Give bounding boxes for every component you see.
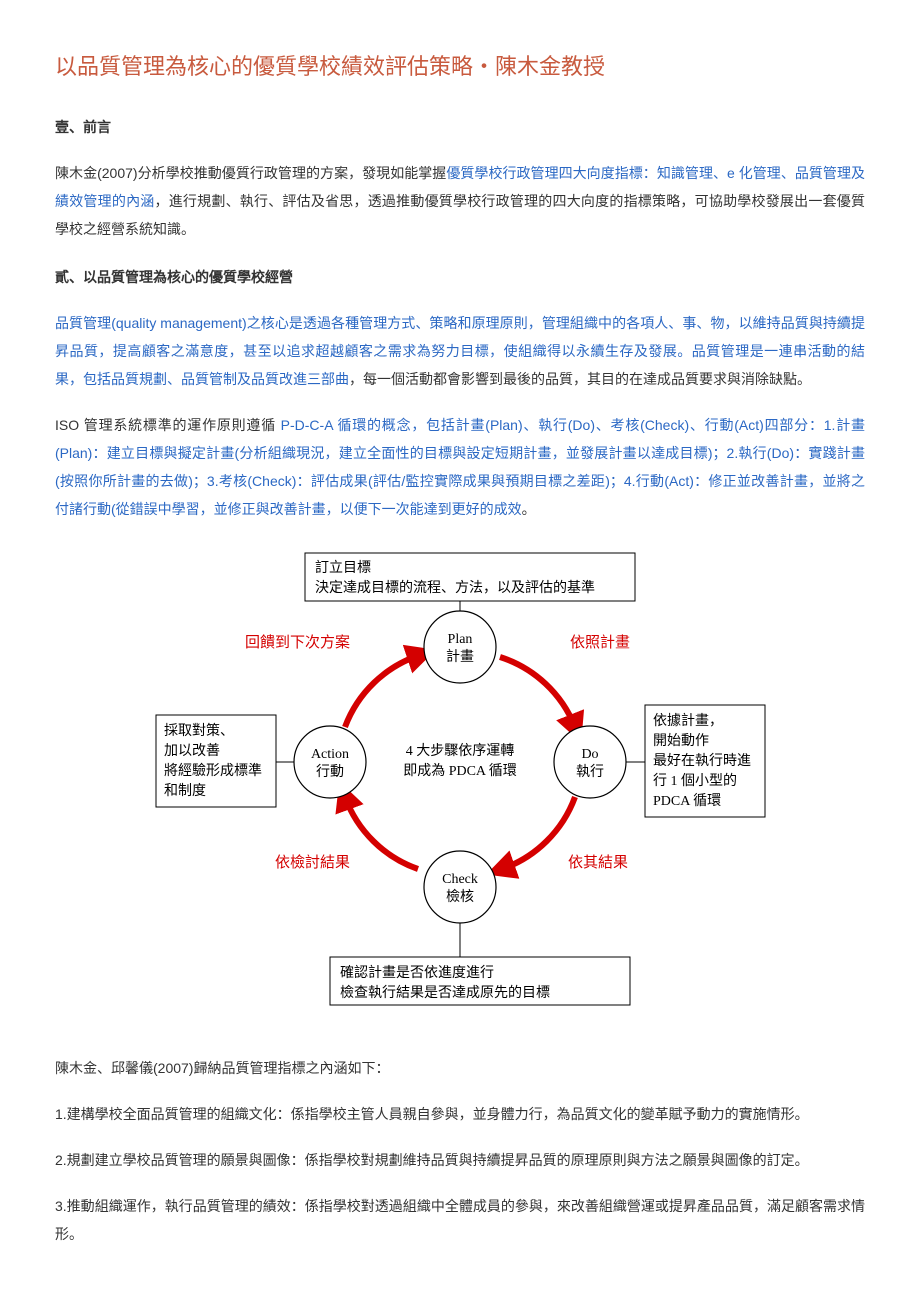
section-2-para-2: ISO 管理系統標準的運作原則遵循 P-D-C-A 循環的概念，包括計畫(Pla… [55,411,865,523]
box-do-l3: 最好在執行時進 [653,753,751,769]
box-action-l3: 將經驗形成標準 [164,763,262,779]
section-2-para-1: 品質管理(quality management)之核心是透過各種管理方式、策略和… [55,309,865,393]
center-line1: 4 大步驟依序運轉 [406,743,515,759]
node-do [554,726,626,798]
box-check-l1: 確認計畫是否依進度進行 [340,965,494,981]
text: ISO 管理系統標準的運作原則遵循 [55,417,281,433]
center-line2: 即成為 PDCA 循環 [403,763,517,779]
box-do-l4: 行 1 個小型的 [653,773,737,789]
arrow-do-check [502,797,575,869]
after-p2: 1.建構學校全面品質管理的組織文化：係指學校主管人員親自參與，並身體力行，為品質… [55,1100,865,1128]
node-plan [424,611,496,683]
box-action-l4: 和制度 [164,783,206,799]
box-plan-line2: 決定達成目標的流程、方法，以及評估的基準 [315,579,595,596]
label-do-check: 依其結果 [568,854,628,871]
node-do-zh: 執行 [576,764,604,780]
node-check-zh: 檢核 [446,888,474,905]
label-plan-do: 依照計畫 [570,634,630,651]
box-action-l1: 採取對策、 [164,722,234,739]
pdca-diagram: 訂立目標 決定達成目標的流程、方法，以及評估的基準 採取對策、 加以改善 將經驗… [55,547,865,1026]
arrow-plan-do [500,657,575,727]
node-plan-en: Plan [448,632,473,647]
box-do-l2: 開始動作 [653,733,709,749]
arrow-action-plan [345,655,420,727]
node-action-en: Action [311,747,349,762]
node-do-en: Do [581,747,598,762]
section-1-heading: 壹、前言 [55,113,865,141]
after-p4: 3.推動組織運作，執行品質管理的績效：係指學校對透過組織中全體成員的參與，來改善… [55,1192,865,1248]
box-action-l2: 加以改善 [164,743,220,759]
node-plan-zh: 計畫 [446,649,474,665]
text: ，每一個活動都會影響到最後的品質，其目的在達成品質要求與消除缺點。 [349,371,811,387]
arrow-check-action [345,797,418,869]
box-plan-line1: 訂立目標 [315,560,371,576]
box-do-l1: 依據計畫， [653,713,723,729]
label-check-act: 依檢討結果 [275,854,350,871]
label-act-plan: 回饋到下次方案 [245,633,350,651]
section-1-para-1: 陳木金(2007)分析學校推動優質行政管理的方案，發現如能掌握優質學校行政管理四… [55,159,865,243]
section-2-heading: 貳、以品質管理為核心的優質學校經營 [55,263,865,291]
node-check [424,851,496,923]
text: 。 [522,501,536,517]
text: ，進行規劃、執行、評估及省思，透過推動優質學校行政管理的四大向度的指標策略，可協… [55,193,865,237]
node-check-en: Check [442,872,478,887]
node-action-zh: 行動 [316,764,344,780]
node-action [294,726,366,798]
after-p1: 陳木金、邱馨儀(2007)歸納品質管理指標之內涵如下： [55,1054,865,1082]
box-check-l2: 檢查執行結果是否達成原先的目標 [340,984,550,1001]
after-p3: 2.規劃建立學校品質管理的願景與圖像：係指學校對規劃維持品質與持續提昇品質的原理… [55,1146,865,1174]
text: 陳木金(2007)分析學校推動優質行政管理的方案，發現如能掌握 [55,165,446,181]
box-do-l5: PDCA 循環 [653,793,721,809]
page-title: 以品質管理為核心的優質學校績效評估策略・陳木金教授 [55,50,865,83]
